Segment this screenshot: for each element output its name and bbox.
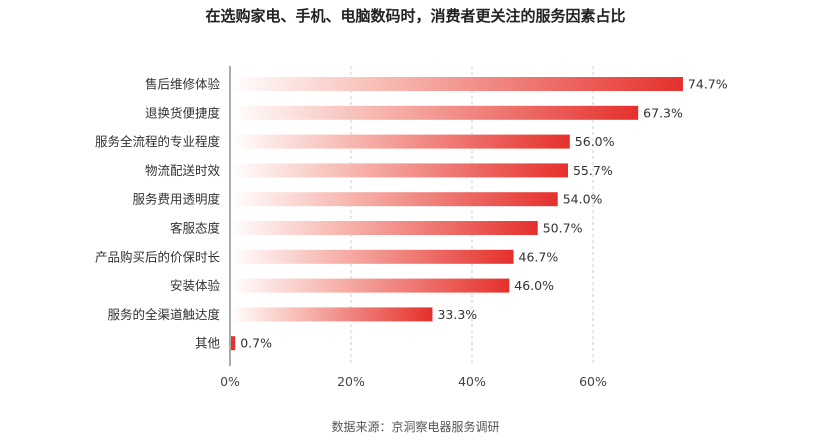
chart-title: 在选购家电、手机、电脑数码时，消费者更关注的服务因素占比 (205, 7, 626, 25)
value-label: 0.7% (240, 336, 272, 351)
value-label: 56.0% (575, 134, 615, 149)
x-tick-label: 60% (579, 374, 607, 389)
x-tick-label: 40% (458, 374, 486, 389)
bar (231, 278, 510, 293)
category-label: 客服态度 (170, 221, 221, 236)
category-label: 安装体验 (170, 278, 221, 293)
bars (231, 77, 683, 351)
bar (231, 134, 570, 149)
value-label: 46.0% (514, 278, 554, 293)
category-label: 其他 (195, 336, 221, 351)
category-label: 退换货便捷度 (145, 105, 221, 120)
value-label: 74.7% (688, 77, 728, 92)
category-label: 服务全流程的专业程度 (95, 134, 221, 149)
source-note: 数据来源：京洞察电器服务调研 (331, 420, 500, 434)
labels: 0% 20% 40% 60% 售后维修体验 74.7% 退换货便捷度 67.3% 服务全流程的专… (95, 77, 728, 390)
bar (231, 192, 558, 207)
x-tick-label: 0% (220, 374, 240, 389)
value-label: 67.3% (643, 105, 683, 120)
category-label: 服务的全渠道触达度 (107, 307, 220, 322)
bar (231, 105, 639, 120)
value-label: 33.3% (437, 307, 477, 322)
category-label: 售后维修体验 (145, 77, 221, 92)
bar (231, 249, 514, 264)
category-label: 服务费用透明度 (132, 192, 220, 207)
bar (231, 163, 568, 178)
bar (231, 77, 683, 91)
value-label: 55.7% (573, 163, 613, 178)
bar (231, 221, 538, 235)
category-label: 物流配送时效 (145, 163, 221, 178)
value-label: 46.7% (519, 249, 559, 264)
value-label: 50.7% (543, 221, 583, 236)
bar (231, 336, 236, 351)
x-tick-label: 20% (337, 374, 365, 389)
category-label: 产品购买后的价保时长 (95, 249, 221, 264)
value-label: 54.0% (563, 192, 603, 207)
bar (231, 307, 433, 322)
